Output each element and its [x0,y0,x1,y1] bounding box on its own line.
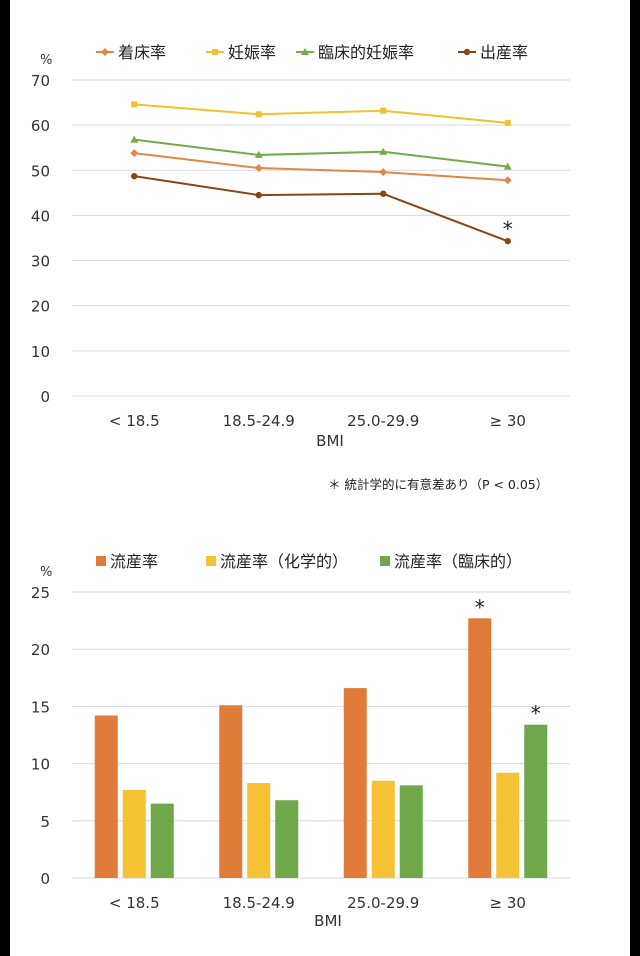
series-line [134,138,508,168]
bar [219,705,243,878]
significance-marker: * [503,217,513,241]
bar [247,783,271,878]
y-tick-label: 25 [31,584,50,602]
y-tick-label: 0 [40,870,50,888]
y-axis-unit: % [40,53,52,68]
x-axis-label: BMI [314,912,342,930]
line-point [380,190,387,197]
line-point [131,101,138,108]
line-point [131,172,138,180]
line-point [504,237,511,245]
y-tick-label: 50 [31,162,50,180]
line-point [379,147,388,155]
figure-card: 0 10 20 30 40 50 60 70% < 18.5 18.5-24.9 25.0-29.9… [10,0,630,956]
y-axis-unit: % [40,565,52,580]
bar [496,772,520,878]
line-point [254,164,263,173]
y-tick-label: 20 [31,641,50,659]
x-tick-label: < 18.5 [109,412,160,430]
legend-label: 着床率 [118,43,166,62]
significance-footnote: ＊ 統計学的に有意差あり（P < 0.05） [328,477,549,492]
series-line [134,103,508,124]
line-point [130,149,139,158]
x-tick-label: 25.0-29.9 [347,412,419,430]
x-tick-label: ≥ 30 [490,894,526,912]
x-tick-label: 25.0-29.9 [347,894,419,912]
y-tick-label: 60 [31,117,50,135]
legend-swatch [380,556,390,566]
legend-label: 臨床的妊娠率 [318,43,414,62]
legend-label: 流産率（化学的） [220,552,348,571]
line-point [255,191,262,199]
line-point [130,135,139,143]
legend-swatch [96,556,106,566]
line-point [380,107,387,114]
significance-marker: * [531,702,541,726]
bar [150,803,174,878]
y-tick-label: 0 [40,388,50,406]
bar [468,618,492,878]
bar [275,800,299,878]
line-point [379,168,388,177]
x-tick-label: ≥ 30 [490,412,526,430]
legend-label: 流産率（臨床的） [394,552,522,571]
legend-label: 出産率 [480,43,528,62]
bar [371,780,395,878]
y-tick-label: 15 [31,698,50,716]
x-tick-label: 18.5-24.9 [223,894,295,912]
line-point [254,150,263,158]
line-point [503,162,512,170]
line-point [101,48,109,56]
line-point [212,49,218,55]
series-line [134,152,508,182]
y-tick-label: 30 [31,253,50,271]
series-line [134,175,509,243]
y-tick-label: 10 [31,756,50,774]
line-point [255,111,262,118]
bar [94,715,118,878]
line-point [301,48,309,55]
bar [399,785,423,878]
x-axis-label: BMI [316,432,344,450]
y-tick-label: 20 [31,298,50,316]
legend-label: 妊娠率 [228,43,276,62]
x-tick-label: 18.5-24.9 [223,412,295,430]
y-tick-label: 70 [31,72,50,90]
y-tick-label: 40 [31,207,50,225]
bar [343,688,367,878]
legend-swatch [206,556,216,566]
y-tick-label: 10 [31,343,50,361]
legend-label: 流産率 [110,552,158,571]
line-point [504,119,511,126]
significance-marker: * [475,595,485,619]
y-tick-label: 5 [40,813,50,831]
line-point [503,176,512,185]
bar [122,789,146,878]
line-point [463,48,471,56]
bar [524,724,548,878]
x-tick-label: < 18.5 [109,894,160,912]
